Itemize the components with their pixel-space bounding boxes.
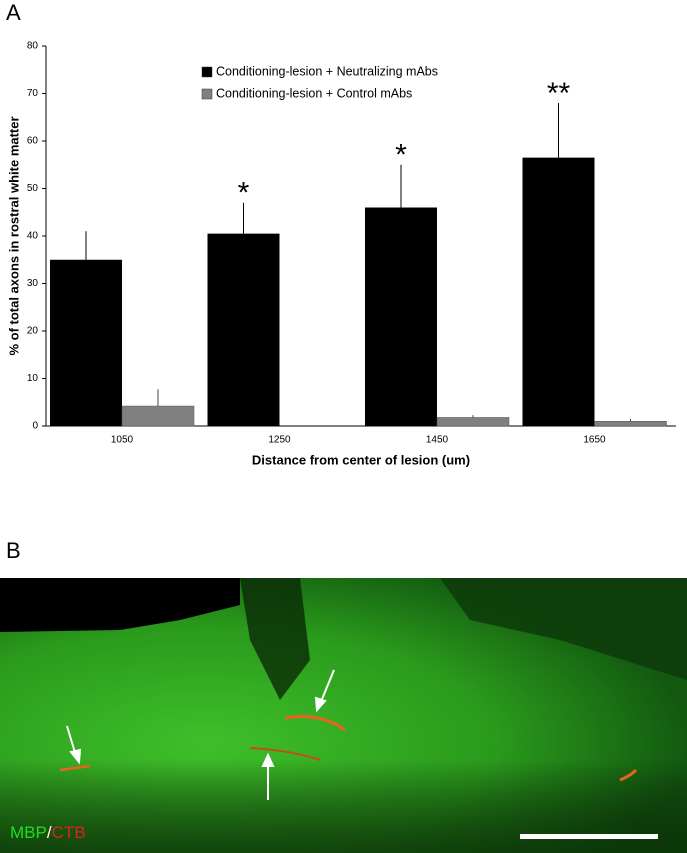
- stain-label: MBP/CTB: [10, 823, 86, 842]
- y-tick-label: 60: [27, 136, 39, 147]
- x-axis-title: Distance from center of lesion (um): [252, 452, 470, 467]
- bar: [121, 405, 195, 427]
- y-tick-label: 10: [27, 373, 39, 384]
- bar: [207, 233, 280, 426]
- y-tick-label: 50: [27, 183, 39, 194]
- significance: *: [238, 177, 250, 210]
- y-tick-label: 40: [27, 231, 39, 242]
- y-tick-label: 70: [27, 88, 39, 99]
- y-tick-label: 0: [32, 421, 38, 432]
- bar: [50, 259, 122, 426]
- significance: **: [547, 77, 571, 110]
- stain-label: /: [47, 823, 52, 842]
- y-tick-label: 20: [27, 326, 39, 337]
- legend-swatch: [201, 88, 213, 100]
- stain-label: CTB: [52, 823, 86, 842]
- legend-label: Conditioning-lesion + Control mAbs: [216, 86, 412, 100]
- x-tick-label: 1450: [426, 435, 449, 446]
- micrograph: [0, 578, 687, 853]
- y-tick-label: 30: [27, 278, 39, 289]
- x-tick-label: 1250: [268, 435, 291, 446]
- x-tick-label: 1050: [111, 435, 134, 446]
- bar: [436, 417, 510, 427]
- panel-label: B: [6, 538, 21, 563]
- bar: [365, 207, 437, 426]
- bar: [522, 157, 595, 426]
- y-axis-title: % of total axons in rostral white matter: [6, 116, 21, 355]
- panel-label: A: [6, 0, 21, 25]
- y-tick-label: 80: [27, 41, 39, 52]
- bar: [594, 421, 667, 427]
- legend-label: Conditioning-lesion + Neutralizing mAbs: [216, 64, 438, 78]
- legend-swatch: [201, 66, 213, 78]
- stain-label: MBP: [10, 823, 47, 842]
- x-tick-label: 1650: [583, 435, 606, 446]
- significance: *: [395, 139, 407, 172]
